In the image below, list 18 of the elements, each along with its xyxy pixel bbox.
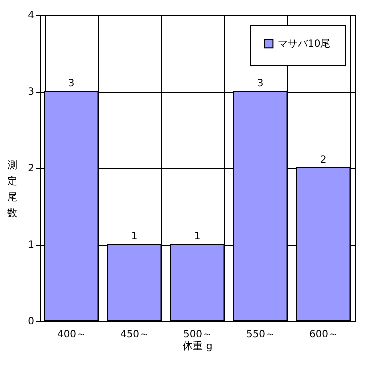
legend-label: マサバ10尾 xyxy=(278,39,331,50)
x-tick-label: 400～ xyxy=(57,330,87,340)
y-tick-label: 4 xyxy=(28,10,34,22)
x-tick-label: 500～ xyxy=(183,330,213,340)
x-tick-label: 450～ xyxy=(120,330,150,340)
y-tick-label: 3 xyxy=(28,87,34,98)
data-label: 3 xyxy=(68,78,75,90)
y-tick-label: 1 xyxy=(28,240,34,251)
data-label: 3 xyxy=(257,78,264,90)
x-tick-label: 550～ xyxy=(246,330,276,340)
x-axis-title: 体重 g xyxy=(183,340,213,352)
data-label: 2 xyxy=(320,155,327,166)
y-tick-label: 2 xyxy=(28,164,34,174)
y-axis-title: 測定尾数 xyxy=(8,160,18,220)
data-label: 1 xyxy=(131,232,138,242)
y-tick-label: 0 xyxy=(28,316,34,328)
data-label: 1 xyxy=(194,232,201,242)
x-tick-label: 600～ xyxy=(309,330,339,340)
